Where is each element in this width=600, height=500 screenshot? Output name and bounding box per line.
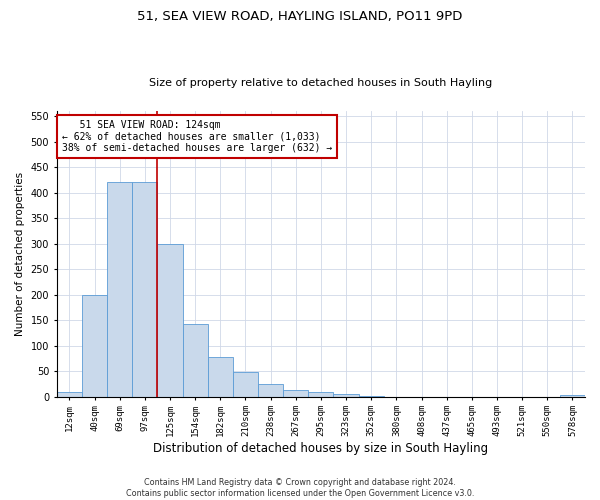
Y-axis label: Number of detached properties: Number of detached properties (15, 172, 25, 336)
Text: 51, SEA VIEW ROAD, HAYLING ISLAND, PO11 9PD: 51, SEA VIEW ROAD, HAYLING ISLAND, PO11 … (137, 10, 463, 23)
Bar (182, 324, 208, 396)
Bar (107, 182, 132, 396)
Bar (132, 182, 157, 396)
Bar (57, 392, 82, 396)
Bar (258, 384, 283, 396)
Bar (308, 392, 334, 396)
Bar (208, 358, 233, 397)
Bar (82, 294, 107, 396)
Title: Size of property relative to detached houses in South Hayling: Size of property relative to detached ho… (149, 78, 493, 88)
Bar (283, 390, 308, 396)
X-axis label: Distribution of detached houses by size in South Hayling: Distribution of detached houses by size … (154, 442, 488, 455)
Text: 51 SEA VIEW ROAD: 124sqm
← 62% of detached houses are smaller (1,033)
38% of sem: 51 SEA VIEW ROAD: 124sqm ← 62% of detach… (62, 120, 332, 153)
Bar (233, 372, 258, 396)
Text: Contains HM Land Registry data © Crown copyright and database right 2024.
Contai: Contains HM Land Registry data © Crown c… (126, 478, 474, 498)
Bar (157, 244, 182, 396)
Bar (560, 395, 585, 396)
Bar (334, 394, 359, 396)
